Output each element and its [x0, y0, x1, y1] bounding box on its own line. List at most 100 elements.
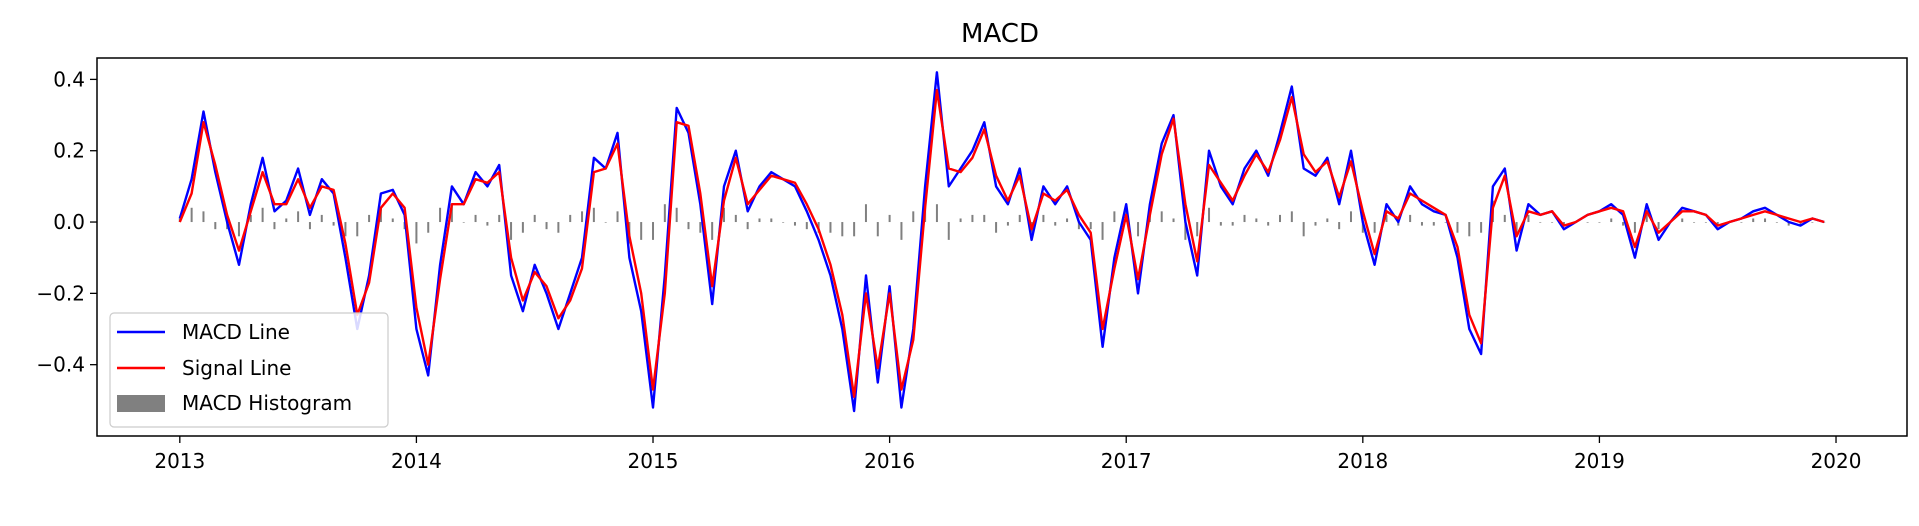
- y-tick-label: 0.4: [53, 67, 85, 91]
- macd-histogram-bar: [592, 207, 595, 223]
- chart-title: MACD: [961, 19, 1039, 49]
- macd-histogram-bar: [770, 218, 773, 223]
- macd-histogram-bar: [344, 222, 347, 237]
- macd-histogram-bar: [1006, 222, 1009, 226]
- macd-histogram-bar: [652, 222, 655, 240]
- macd-histogram-bar: [202, 211, 205, 223]
- plot-frame: [96, 57, 1908, 437]
- macd-histogram-bar: [1657, 222, 1660, 230]
- macd-histogram-bar: [415, 222, 418, 244]
- x-tick-label: 2016: [864, 449, 915, 473]
- macd-histogram-bar: [1515, 222, 1518, 237]
- macd-histogram-bar: [1184, 222, 1187, 240]
- macd-histogram-bar: [581, 211, 584, 223]
- macd-histogram-bar: [1219, 222, 1222, 226]
- macd-histogram-bar: [711, 222, 714, 240]
- macd-histogram-bar: [521, 222, 524, 233]
- macd-histogram-bar: [604, 222, 607, 223]
- legend: MACD Line Signal Line MACD Histogram: [109, 312, 389, 428]
- macd-histogram-bar: [1231, 222, 1234, 226]
- macd-histogram-bar: [1326, 218, 1329, 223]
- macd-histogram-bar: [1397, 222, 1400, 226]
- macd-histogram-bar: [332, 222, 335, 226]
- macd-histogram-bar: [1302, 222, 1305, 237]
- macd-histogram-bar: [900, 222, 903, 240]
- macd-histogram-bar: [1799, 222, 1802, 226]
- macd-histogram-bar: [1208, 207, 1211, 223]
- macd-histogram-bar: [474, 214, 477, 223]
- macd-histogram-bar: [1633, 222, 1636, 233]
- x-tick-label: 2015: [628, 449, 679, 473]
- macd-histogram-bar: [912, 211, 915, 223]
- y-tick-label: −0.2: [36, 281, 85, 305]
- macd-histogram-bar: [1539, 222, 1542, 223]
- macd-histogram-bar: [1172, 218, 1175, 223]
- macd-histogram-bar: [1503, 214, 1506, 223]
- macd-histogram-bar: [1551, 222, 1554, 223]
- macd-histogram-bar: [545, 222, 548, 230]
- macd-histogram-bar: [308, 222, 311, 230]
- macd-histogram-bar: [533, 214, 536, 223]
- macd-histogram-bar: [1077, 222, 1080, 230]
- y-axis: −0.4 −0.2 0.0 0.2 0.4: [36, 67, 97, 377]
- macd-histogram-bar: [1420, 222, 1423, 226]
- macd-histogram-bar: [1066, 218, 1069, 223]
- macd-histogram-bar: [1314, 222, 1317, 226]
- x-axis: 2013 2014 2015 2016 2017 2018 2019 2020: [154, 436, 1861, 473]
- macd-histogram-bar: [675, 207, 678, 223]
- macd-histogram-bar: [864, 204, 867, 223]
- macd-histogram-bar: [1089, 222, 1092, 230]
- macd-histogram-bar: [1113, 211, 1116, 223]
- macd-histogram-bar: [1764, 218, 1767, 223]
- y-tick-label: −0.4: [36, 353, 85, 377]
- macd-histogram-bar: [368, 214, 371, 223]
- macd-histogram-bar: [1811, 222, 1814, 223]
- macd-histogram-bar: [722, 207, 725, 223]
- macd-histogram-bar: [1704, 222, 1707, 223]
- x-tick-label: 2013: [154, 449, 205, 473]
- macd-histogram-bar: [1101, 222, 1104, 240]
- line-layer: [178, 71, 1825, 413]
- legend-label-macd-line: MACD Line: [182, 320, 290, 344]
- macd-histogram-bar: [510, 222, 513, 240]
- macd-histogram-bar: [557, 222, 560, 233]
- x-tick-label: 2018: [1337, 449, 1388, 473]
- macd-histogram-bar: [876, 222, 879, 237]
- macd-histogram-bar: [297, 211, 300, 223]
- macd-histogram-bar: [320, 214, 323, 223]
- macd-histogram-bar: [734, 214, 737, 223]
- macd-histogram-bar: [1752, 218, 1755, 223]
- macd-histogram-bar: [640, 222, 643, 240]
- macd-histogram-bar: [1598, 222, 1601, 223]
- macd-histogram-bar: [237, 222, 240, 237]
- macd-histogram-bar: [1681, 218, 1684, 223]
- macd-histogram-bar: [995, 222, 998, 233]
- macd-histogram-bar: [1361, 222, 1364, 233]
- macd-histogram-bar: [190, 207, 193, 223]
- legend-box: [109, 312, 389, 428]
- macd-histogram-bar: [1160, 211, 1163, 223]
- x-tick-label: 2019: [1574, 449, 1625, 473]
- macd-histogram-bar: [1645, 214, 1648, 223]
- macd-histogram-bar: [427, 222, 430, 233]
- macd-histogram-bar: [1610, 218, 1613, 223]
- legend-swatch-macd-histogram: [117, 395, 165, 412]
- macd-histogram-bar: [841, 222, 844, 237]
- macd-histogram-bar: [1338, 222, 1341, 230]
- macd-histogram-bar: [1349, 211, 1352, 223]
- macd-histogram-bar: [1373, 222, 1376, 233]
- macd-histogram-bar: [699, 222, 702, 233]
- macd-histogram-bar: [746, 222, 749, 230]
- macd-histogram-bar: [663, 204, 666, 223]
- macd-histogram-bar: [983, 214, 986, 223]
- macd-histogram-bar: [1586, 222, 1589, 223]
- macd-histogram-bar: [1137, 222, 1140, 237]
- macd-histogram-bar: [1480, 222, 1483, 233]
- histogram-layer: [178, 200, 1826, 244]
- macd-histogram-bar: [853, 222, 856, 237]
- macd-histogram-bar: [391, 218, 394, 223]
- macd-histogram-bar: [569, 214, 572, 223]
- macd-histogram-bar: [1290, 211, 1293, 223]
- macd-histogram-bar: [285, 218, 288, 223]
- macd-histogram-bar: [1775, 222, 1778, 223]
